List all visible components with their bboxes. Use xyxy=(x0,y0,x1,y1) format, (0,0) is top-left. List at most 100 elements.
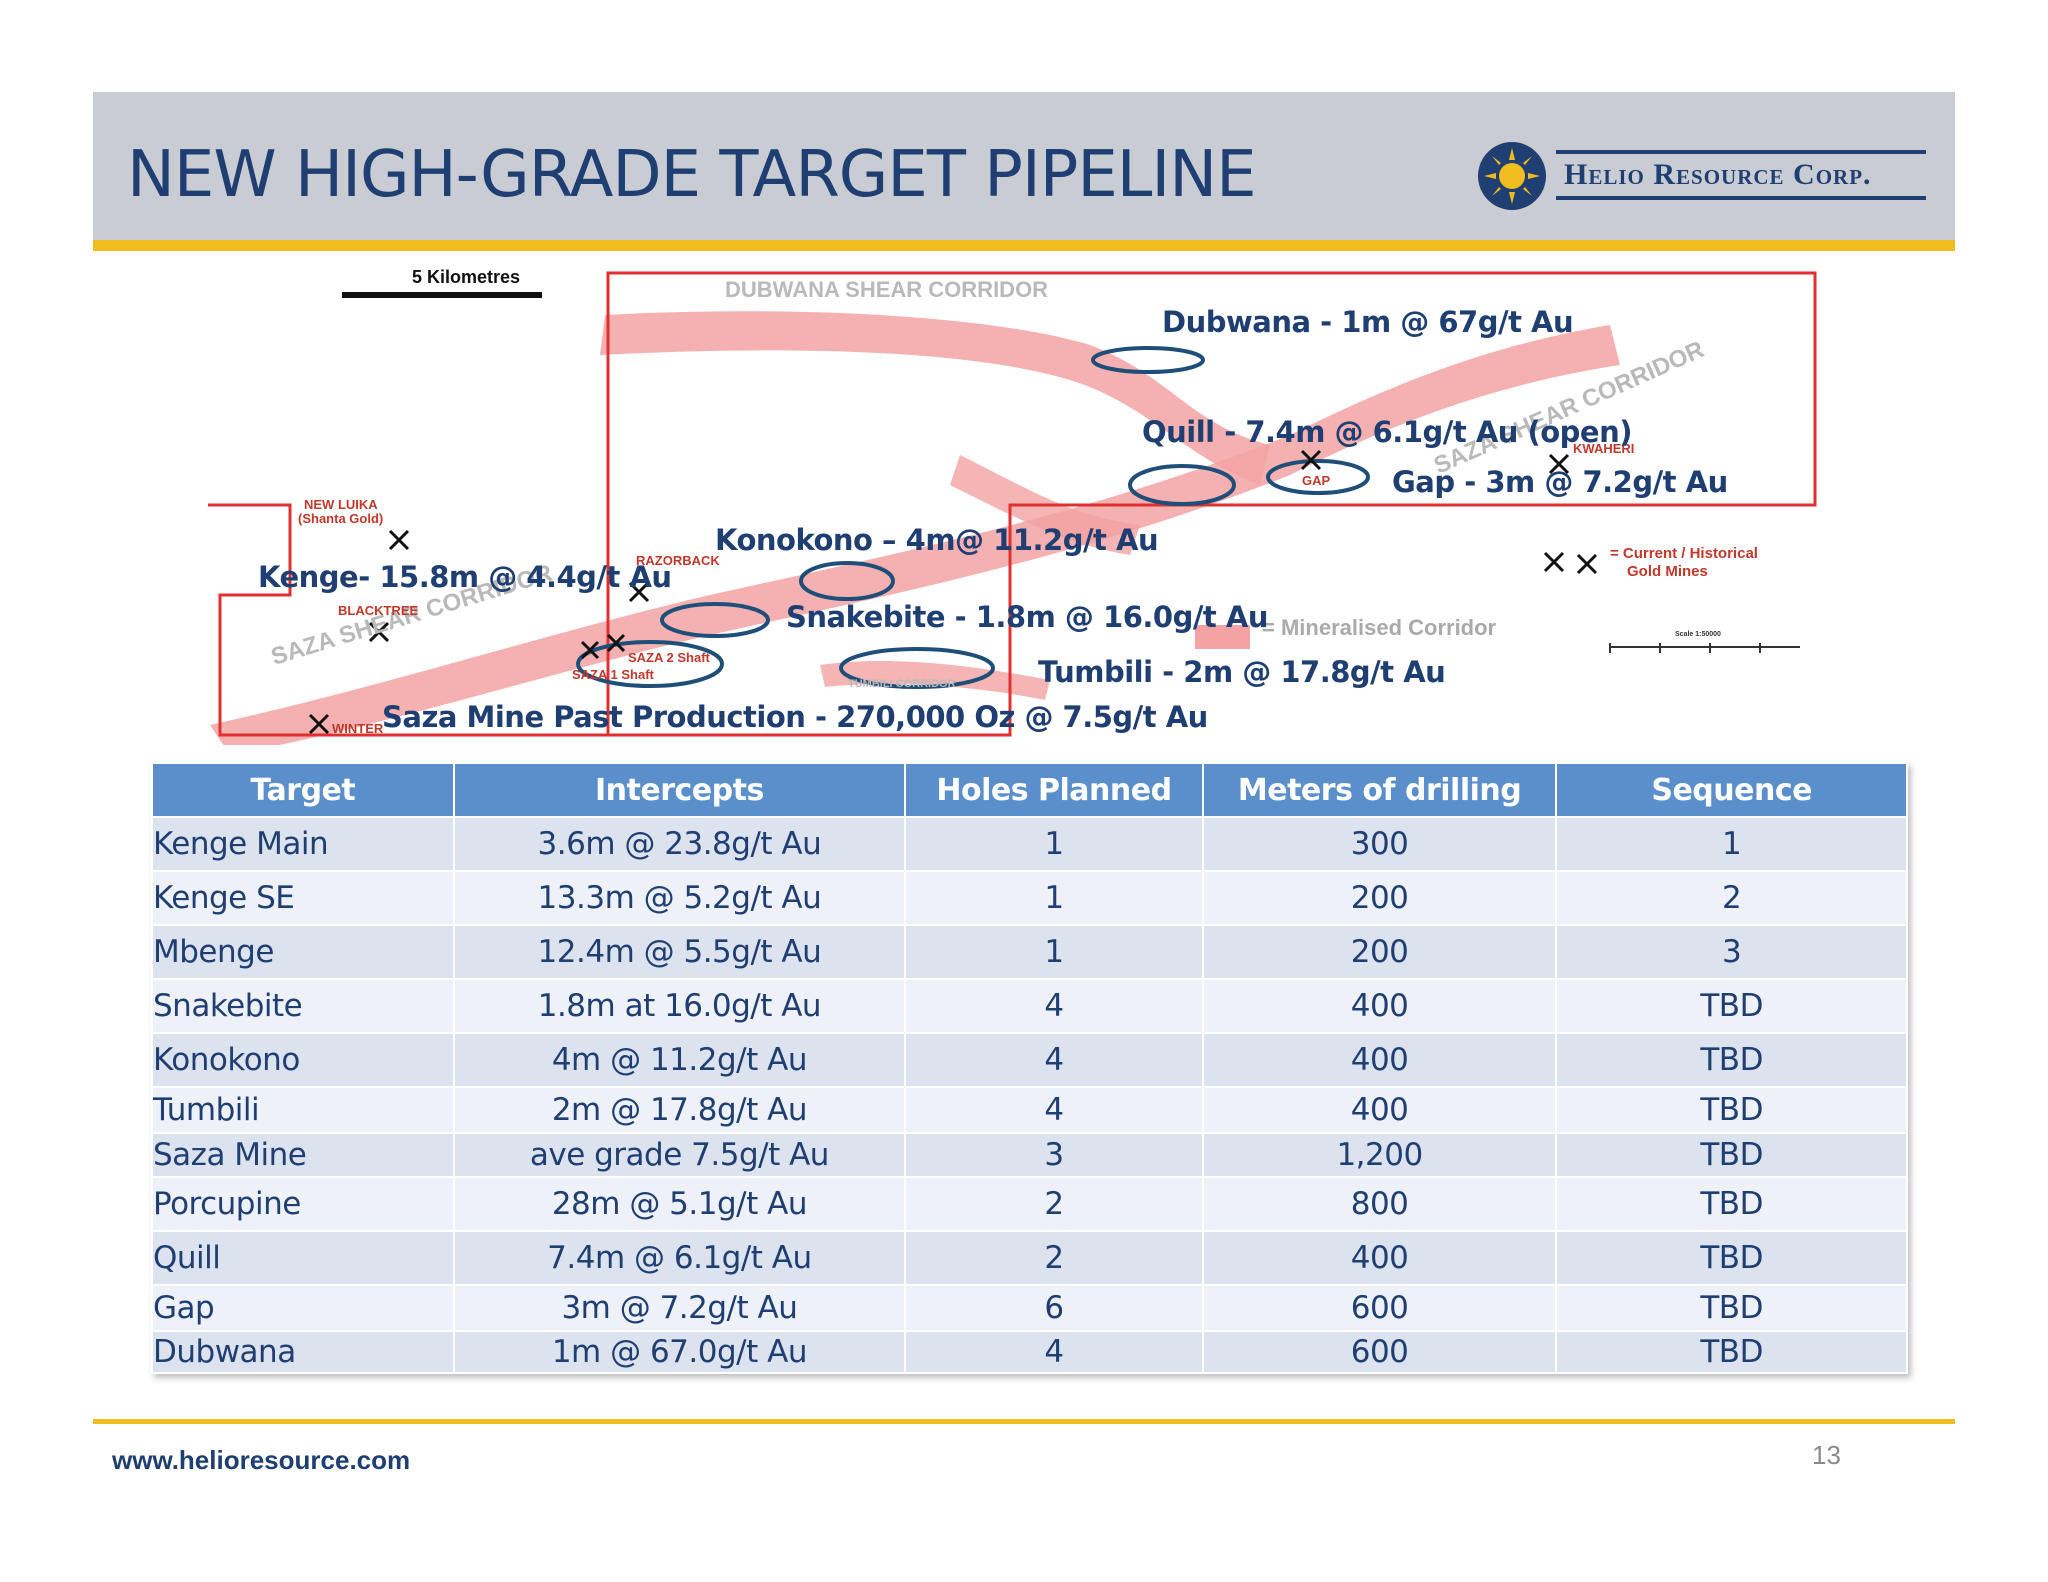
scale-label: 5 Kilometres xyxy=(412,267,521,287)
cell-intercepts: 13.3m @ 5.2g/t Au xyxy=(452,870,907,926)
licence-boundary-west xyxy=(208,503,608,737)
saza2-shaft-label: SAZA 2 Shaft xyxy=(628,650,710,665)
saza-corridor xyxy=(210,325,1620,745)
cell-target: Gap xyxy=(151,1284,455,1332)
cell-sequence: TBD xyxy=(1555,1284,1908,1332)
cell-intercepts: 3m @ 7.2g/t Au xyxy=(452,1284,907,1332)
cell-target: Mbenge xyxy=(151,924,455,980)
cell-target: Snakebite xyxy=(151,978,455,1034)
table-row: Saza Mine ave grade 7.5g/t Au 3 1,200 TB… xyxy=(151,1132,1908,1178)
legend-mines-label: = Current / Historical xyxy=(1610,545,1758,562)
dubwana-target-circle xyxy=(1091,346,1205,374)
cell-meters: 1,200 xyxy=(1201,1132,1558,1178)
table-row: Konokono 4m @ 11.2g/t Au 4 400 TBD xyxy=(151,1032,1908,1088)
column-header-holes-planned: Holes Planned xyxy=(904,762,1204,818)
kenge-label: Kenge- 15.8m @ 4.4g/t Au xyxy=(258,560,672,594)
cell-sequence: TBD xyxy=(1555,1086,1908,1134)
table-row: Tumbili 2m @ 17.8g/t Au 4 400 TBD xyxy=(151,1086,1908,1134)
gap-label: Gap - 3m @ 7.2g/t Au xyxy=(1392,465,1728,499)
dubwana-label: Dubwana - 1m @ 67g/t Au xyxy=(1162,305,1574,339)
cell-holes: 1 xyxy=(904,816,1204,872)
cell-meters: 400 xyxy=(1201,978,1558,1034)
cell-sequence: TBD xyxy=(1555,1176,1908,1232)
target-map: 5 Kilometres DUBWANA SHEAR CORRIDOR SAZA… xyxy=(190,255,1890,745)
blacktree-mine-icon xyxy=(368,621,390,643)
cell-sequence: TBD xyxy=(1555,1032,1908,1088)
cell-meters: 600 xyxy=(1201,1284,1558,1332)
column-header-target: Target xyxy=(151,762,455,818)
cell-meters: 800 xyxy=(1201,1176,1558,1232)
cell-intercepts: 28m @ 5.1g/t Au xyxy=(452,1176,907,1232)
cell-sequence: 2 xyxy=(1555,870,1908,926)
cell-holes: 4 xyxy=(904,1032,1204,1088)
tumbili-corridor-label: TUMBILI CORRIDOR xyxy=(848,678,956,690)
cell-intercepts: 12.4m @ 5.5g/t Au xyxy=(452,924,907,980)
cell-intercepts: 2m @ 17.8g/t Au xyxy=(452,1086,907,1134)
cell-holes: 1 xyxy=(904,870,1204,926)
shanta-gold-label: (Shanta Gold) xyxy=(298,511,384,526)
legend-scale-graphic xyxy=(1609,643,1800,653)
saza-target-circle xyxy=(576,640,724,688)
cell-sequence: TBD xyxy=(1555,1330,1908,1374)
dubwana-corridor-label: DUBWANA SHEAR CORRIDOR xyxy=(725,277,1049,302)
cell-target: Kenge Main xyxy=(151,816,455,872)
cell-sequence: TBD xyxy=(1555,1132,1908,1178)
cell-intercepts: 1.8m at 16.0g/t Au xyxy=(452,978,907,1034)
legend-corridor-label: = Mineralised Corridor xyxy=(1262,615,1497,640)
table-header-row: Target Intercepts Holes Planned Meters o… xyxy=(151,762,1908,818)
cell-intercepts: 1m @ 67.0g/t Au xyxy=(452,1330,907,1374)
cell-meters: 400 xyxy=(1201,1086,1558,1134)
gap-place-label: GAP xyxy=(1302,473,1331,488)
website-link[interactable]: www.helioresource.com xyxy=(112,1445,411,1475)
winter-label: WINTER xyxy=(332,721,384,736)
cell-holes: 2 xyxy=(904,1230,1204,1286)
kwaheri-mine-icon xyxy=(1548,453,1570,475)
legend-mines-label-2: Gold Mines xyxy=(1627,563,1708,580)
cell-target: Kenge SE xyxy=(151,870,455,926)
konokono-label: Konokono – 4m@ 11.2g/t Au xyxy=(715,523,1159,557)
table-row: Kenge Main 3.6m @ 23.8g/t Au 1 300 1 xyxy=(151,816,1908,872)
page-number: 13 xyxy=(1812,1440,1841,1470)
razorback-label: RAZORBACK xyxy=(636,553,720,568)
new-luika-label: NEW LUIKA xyxy=(304,497,378,512)
saza1-shaft-label: SAZA 1 Shaft xyxy=(572,667,654,682)
cell-sequence: 1 xyxy=(1555,816,1908,872)
legend-scale-label: Scale 1:50000 xyxy=(1675,631,1721,638)
sun-emblem-icon xyxy=(1478,142,1546,210)
header-divider xyxy=(93,240,1955,251)
table-row: Mbenge 12.4m @ 5.5g/t Au 1 200 3 xyxy=(151,924,1908,980)
corridor-legend-swatch xyxy=(1195,625,1250,649)
gap-mine-icon xyxy=(1300,449,1322,471)
cell-intercepts: 3.6m @ 23.8g/t Au xyxy=(452,816,907,872)
cell-meters: 200 xyxy=(1201,924,1558,980)
cell-target: Saza Mine xyxy=(151,1132,455,1178)
logo-wordmark: Helio Resource Corp. xyxy=(1564,158,1872,191)
cell-holes: 6 xyxy=(904,1284,1204,1332)
column-header-sequence: Sequence xyxy=(1555,762,1908,818)
saza-production-label: Saza Mine Past Production - 270,000 Oz @… xyxy=(382,700,1208,734)
logo-rule-top xyxy=(1556,150,1926,154)
cell-holes: 2 xyxy=(904,1176,1204,1232)
table-row: Kenge SE 13.3m @ 5.2g/t Au 1 200 2 xyxy=(151,870,1908,926)
tumbili-label: Tumbili - 2m @ 17.8g/t Au xyxy=(1038,655,1446,689)
table-row: Snakebite 1.8m at 16.0g/t Au 4 400 TBD xyxy=(151,978,1908,1034)
column-header-meters: Meters of drilling xyxy=(1201,762,1558,818)
page-title: NEW HIGH-GRADE TARGET PIPELINE xyxy=(127,138,1257,212)
cell-sequence: TBD xyxy=(1555,1230,1908,1286)
column-header-intercepts: Intercepts xyxy=(452,762,907,818)
cell-holes: 4 xyxy=(904,978,1204,1034)
tumbili-target-circle xyxy=(839,647,995,689)
cell-target: Tumbili xyxy=(151,1086,455,1134)
saza-mine-icon xyxy=(580,633,626,660)
cell-meters: 300 xyxy=(1201,816,1558,872)
table-row: Porcupine 28m @ 5.1g/t Au 2 800 TBD xyxy=(151,1176,1908,1232)
razorback-mine-icon xyxy=(628,581,650,603)
table-row: Gap 3m @ 7.2g/t Au 6 600 TBD xyxy=(151,1284,1908,1332)
cell-holes: 4 xyxy=(904,1086,1204,1134)
cell-meters: 400 xyxy=(1201,1032,1558,1088)
cell-intercepts: ave grade 7.5g/t Au xyxy=(452,1132,907,1178)
legend-mine-icon xyxy=(1543,551,1598,575)
logo-rule-bottom xyxy=(1556,196,1926,200)
winter-mine-icon xyxy=(308,713,330,735)
cell-target: Porcupine xyxy=(151,1176,455,1232)
